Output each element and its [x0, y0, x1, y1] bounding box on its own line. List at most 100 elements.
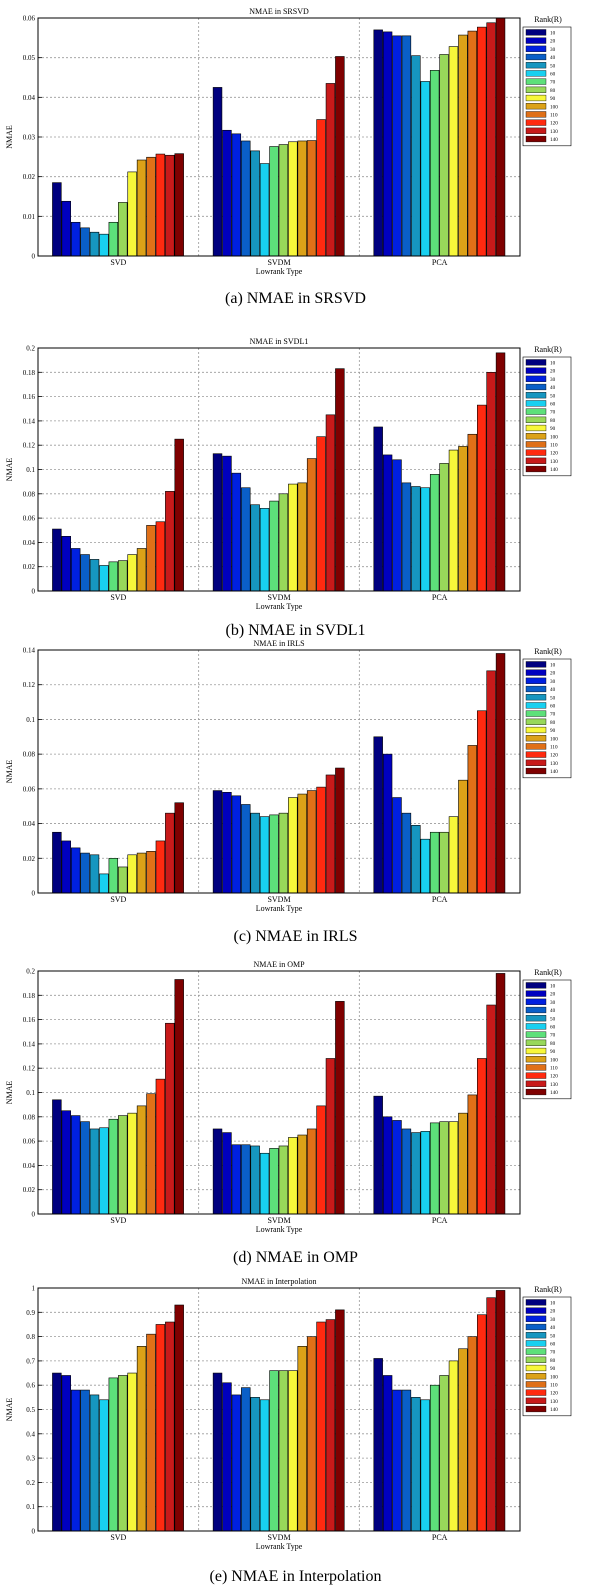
x-tick-label: SVDM [267, 593, 290, 602]
bar-rank-140 [335, 767, 345, 894]
axes-frame [37, 1287, 521, 1532]
bar-rank-30 [231, 1394, 242, 1532]
y-tick-label: 0.2 [26, 345, 35, 353]
legend-label: 110 [550, 113, 558, 119]
bar-rank-80 [118, 866, 128, 894]
bar-rank-30 [392, 1120, 402, 1215]
bar-rank-140 [174, 1304, 184, 1532]
bar-rank-130 [165, 812, 175, 894]
y-tick-label: 0 [32, 588, 36, 596]
legend-swatch [525, 375, 547, 382]
bar-chart: 0 0.1 0.2 0.3 0.4 0.5 0.6 0.7 0.8 0.9 1 SVD SVDM PCA N… [5, 1277, 572, 1551]
bar-rank-90 [448, 46, 459, 257]
x-tick-label: SVDM [267, 895, 290, 904]
bar-rank-40 [401, 1128, 412, 1215]
chart-panel: 0 0.02 0.04 0.06 0.08 0.1 0.12 0.14 0.16 0.18 0.2 S… [0, 953, 591, 1273]
legend-label: 30 [550, 679, 556, 685]
bar-rank-20 [382, 1375, 393, 1532]
bar-rank-60 [259, 508, 270, 592]
bar-rank-130 [165, 491, 175, 592]
bar-rank-90 [288, 141, 298, 257]
legend-swatch [525, 1389, 547, 1396]
bar-rank-80 [439, 54, 449, 257]
bar-rank-140 [335, 56, 345, 257]
legend-swatch [525, 982, 547, 989]
legend-swatch [525, 62, 547, 69]
y-tick-label: 0.02 [23, 563, 36, 571]
bar-rank-140 [335, 368, 345, 592]
bar-rank-50 [89, 1128, 100, 1215]
legend-label: 70 [550, 80, 556, 86]
y-tick-label: 1 [32, 1285, 36, 1293]
bar-rank-90 [127, 854, 137, 894]
legend-label: 50 [550, 695, 556, 701]
bar-rank-100 [297, 140, 307, 257]
y-tick-label: 0.06 [23, 1138, 36, 1146]
bar-rank-140 [495, 973, 506, 1215]
x-tick-label: SVD [110, 895, 126, 904]
bar-rank-140 [174, 438, 184, 592]
legend-swatch [525, 669, 547, 676]
legend-swatch [525, 449, 547, 456]
bar-rank-40 [401, 812, 412, 894]
bar-rank-100 [297, 1134, 307, 1215]
legend-label: 140 [550, 137, 558, 143]
bar-rank-120 [477, 26, 487, 257]
legend-swatch [525, 998, 547, 1005]
bar-rank-10 [52, 528, 62, 592]
bar-rank-130 [325, 1319, 336, 1532]
y-tick-label: 0.9 [26, 1309, 35, 1317]
bar-rank-60 [99, 233, 109, 257]
bar-rank-60 [259, 1399, 270, 1532]
bar-rank-10 [212, 1372, 223, 1532]
x-tick-label: PCA [432, 895, 448, 904]
legend-label: 130 [550, 459, 558, 465]
legend-swatch [525, 408, 547, 415]
legend-label: 50 [550, 393, 556, 399]
legend-swatch [525, 441, 547, 448]
legend-swatch [525, 127, 547, 134]
bar-rank-100 [297, 1346, 307, 1532]
legend-label: 40 [550, 1325, 556, 1331]
legend-swatch [525, 1080, 547, 1087]
bar-rank-120 [155, 840, 166, 894]
bar-rank-130 [486, 22, 496, 257]
legend-label: 130 [550, 1082, 558, 1088]
bar-rank-90 [448, 1121, 459, 1215]
y-tick-label: 0.1 [26, 1503, 35, 1511]
bar-rank-100 [297, 482, 307, 592]
bar-rank-140 [174, 802, 184, 894]
legend-swatch [525, 465, 547, 473]
y-tick-label: 0.14 [23, 647, 36, 655]
bar-rank-110 [146, 525, 156, 592]
legend-label: 10 [550, 31, 556, 37]
legend-swatch [525, 726, 547, 734]
legend-swatch [525, 94, 547, 102]
legend-label: 60 [550, 1342, 556, 1348]
y-tick-label: 0.04 [23, 539, 36, 547]
bar-rank-140 [335, 1001, 345, 1215]
legend-title: Rank(R) [534, 345, 562, 354]
figure-caption: (c) NMAE in IRLS [233, 928, 358, 945]
bar-rank-120 [316, 1105, 326, 1215]
bar-rank-70 [429, 831, 440, 894]
legend-swatch [525, 743, 547, 750]
bar-rank-90 [127, 1372, 137, 1532]
bar-rank-40 [80, 554, 90, 592]
bar-rank-20 [222, 1382, 232, 1532]
bar-rank-10 [373, 29, 383, 257]
bar-rank-140 [495, 653, 506, 894]
legend-label: 10 [550, 1301, 556, 1307]
legend-swatch [525, 424, 547, 432]
legend-swatch [525, 1373, 547, 1380]
y-axis-label: NMAE [5, 1398, 14, 1422]
legend-swatch [525, 1064, 547, 1071]
bar-rank-90 [448, 449, 459, 592]
bar-rank-20 [382, 31, 393, 257]
x-tick-label: PCA [432, 258, 448, 267]
legend-label: 140 [550, 769, 558, 775]
legend-swatch [525, 718, 547, 725]
bar-rank-70 [269, 814, 279, 894]
x-tick-label: PCA [432, 593, 448, 602]
